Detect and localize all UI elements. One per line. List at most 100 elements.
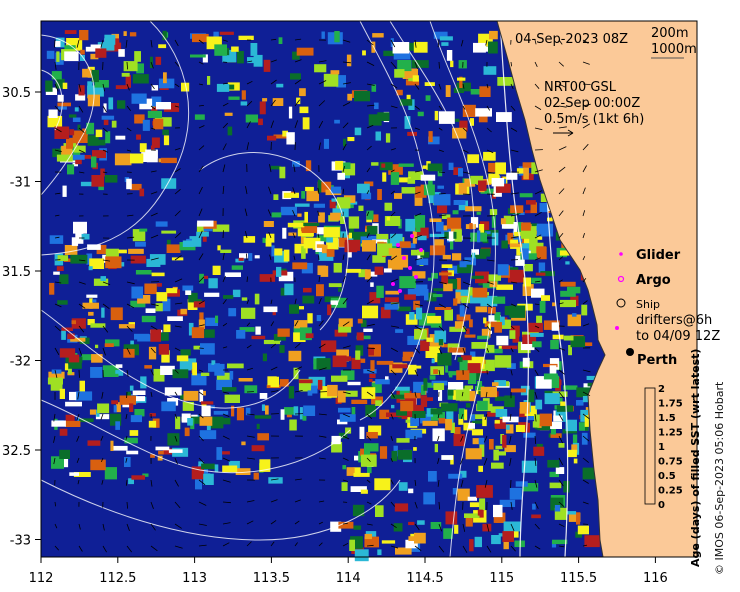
current-arrow [558,457,564,466]
sst-pixel [250,43,258,56]
glider-legend-label: Glider [636,248,681,263]
sst-pixel [136,134,141,140]
current-arrow [414,39,417,48]
sst-pixel [330,70,340,75]
current-arrow [222,252,225,261]
current-arrow [198,391,204,396]
sst-pixel [162,129,169,135]
current-arrow [342,188,344,195]
sst-pixel [434,443,438,453]
sst-pixel [470,217,479,228]
current-arrow [318,521,323,525]
current-arrow [78,325,85,333]
current-arrow [390,302,399,305]
sst-pixel [351,407,356,415]
sst-pixel [191,327,205,339]
current-arrow [222,185,225,195]
sst-pixel [472,438,482,445]
sst-pixel [468,287,473,299]
sst-pixel [525,210,531,214]
current-arrow [126,523,130,531]
sst-pixel [429,218,442,222]
current-vectors [53,38,591,554]
current-arrow [582,232,585,239]
sst-pixel [223,295,234,299]
sst-pixel [227,84,235,90]
sst-pixel [586,375,597,380]
current-arrow [174,523,182,529]
current-arrow [54,39,56,48]
sst-pixel [421,397,433,401]
sst-pixel [317,379,323,390]
sst-pixel [347,137,355,142]
sst-pixel [167,433,180,446]
sst-pixel [404,294,416,300]
current-arrow [582,187,586,195]
current-arrow [198,105,204,107]
sst-pixel [361,192,372,200]
current-arrow [318,60,327,63]
sst-pixel [412,411,426,418]
sst-pixel [404,392,421,399]
sst-pixel [514,231,521,237]
current-arrow [126,303,135,309]
current-arrow [293,164,296,173]
sst-pixel [262,237,268,243]
sst-pixel [426,337,433,342]
sst-pixel [445,511,458,525]
current-arrow [510,127,518,132]
sst-pixel [163,103,180,112]
sst-pixel [85,46,99,52]
sst-pixel [453,167,462,175]
sst-pixel [471,254,487,259]
sst-pixel [495,183,511,193]
current-arrow [102,523,105,531]
current-arrow [126,281,135,285]
sst-pixel [62,185,67,197]
sst-pixel [352,231,368,243]
sst-pixel [224,112,233,116]
current-arrow [126,61,128,70]
current-arrow [246,367,254,371]
sst-pixel [105,339,120,347]
sst-pixel [187,418,193,426]
sst-pixel [212,265,221,275]
sst-pixel [420,395,428,407]
current-arrow [414,347,421,354]
sst-pixel [459,305,465,317]
current-arrow [534,234,542,239]
sst-pixel [191,416,202,424]
sst-pixel [73,472,91,477]
sst-pixel [239,253,249,259]
sst-pixel [64,363,69,371]
sst-pixel [300,234,306,244]
current-arrow [174,188,181,195]
sst-pixel [88,311,94,316]
sst-pixel [385,133,391,143]
current-arrow [582,103,591,107]
current-arrow [270,390,279,393]
sst-pixel [454,229,462,242]
current-arrow [268,186,272,195]
sst-pixel [499,499,516,507]
sst-pixel [357,318,363,324]
sst-pixel [534,414,543,424]
sst-pixel [487,411,500,417]
sst-pixel [550,340,559,350]
sst-pixel [359,426,365,439]
sst-pixel [292,262,308,270]
sst-pixel [443,283,453,292]
sst-pixel [535,399,543,410]
sst-pixel [199,312,204,320]
sst-pixel [469,319,473,328]
current-arrow [222,230,224,239]
sst-pixel [548,375,560,388]
sst-pixel [89,258,105,269]
sst-pixel [501,345,518,350]
sst-pixel [329,200,336,209]
sst-pixel [549,471,559,478]
current-arrow [366,523,373,526]
sst-pixel [457,488,470,501]
sst-pixel [101,115,115,120]
